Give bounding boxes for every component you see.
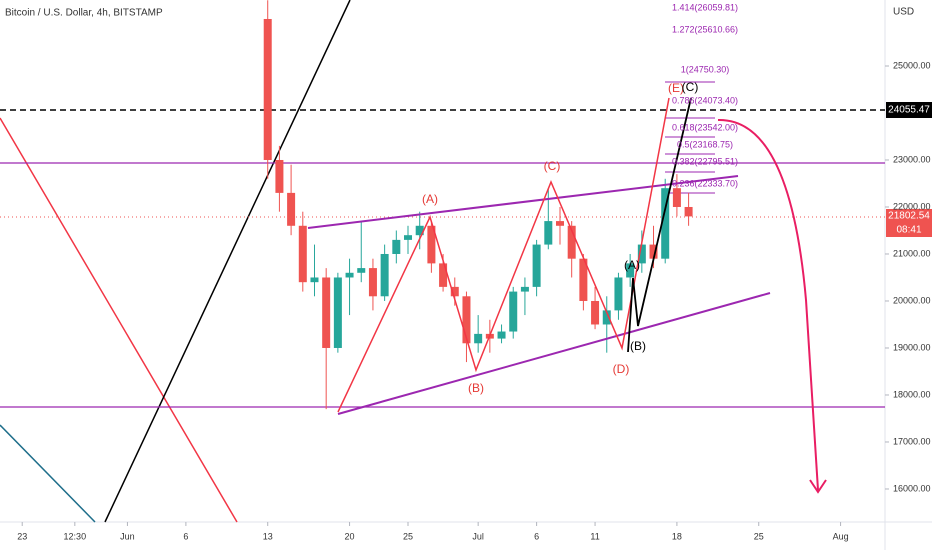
chart-title: Bitcoin / U.S. Dollar, 4h, BITSTAMP [5, 8, 163, 19]
x-tick-label: Aug [833, 531, 849, 541]
countdown: 08:41 [896, 225, 921, 236]
candle-body [520, 286, 529, 292]
candle-body [298, 225, 307, 283]
fib-label: 0.786(24073.40) [672, 95, 738, 105]
forecast-arrow [717, 118, 819, 491]
candle-body [497, 331, 506, 339]
fib-label: 0.236(22333.70) [672, 178, 738, 188]
fib-label: 1.414(26059.81) [672, 2, 738, 12]
candle-body [614, 277, 623, 311]
candle-body [380, 253, 389, 297]
black-line [104, 0, 351, 523]
candle-body [649, 244, 658, 259]
price-tag-box [886, 102, 932, 118]
candle-body [602, 310, 611, 325]
arrow-head [809, 479, 827, 494]
wave-label: (E) [668, 81, 684, 95]
candle-body [287, 192, 296, 226]
channel-lower [337, 292, 771, 415]
sub-wave-label: (B) [630, 339, 646, 353]
x-tick-label: 23 [17, 531, 27, 541]
candle-body [404, 235, 413, 240]
candle-body [310, 277, 319, 283]
x-tick-label: 25 [403, 531, 413, 541]
price-tag: 24055.47 [888, 105, 930, 116]
y-tick-label: 17000.00 [893, 436, 931, 446]
teal-line [0, 424, 96, 523]
x-tick-label: 6 [183, 531, 188, 541]
price-tag-box [886, 209, 932, 237]
y-tick-label: 21000.00 [893, 248, 931, 258]
candle-body [661, 188, 670, 259]
sub-wave-label: (A) [624, 258, 640, 272]
fib-label: 0.5(23168.75) [677, 139, 733, 149]
x-tick-label: 18 [672, 531, 682, 541]
x-tick-label: 6 [534, 531, 539, 541]
currency: USD [893, 7, 914, 18]
y-tick-label: 20000.00 [893, 295, 931, 305]
x-tick-label: 11 [590, 531, 599, 541]
candle-body [392, 239, 401, 254]
candle-body [263, 18, 272, 160]
y-tick-label: 25000.00 [893, 60, 931, 70]
candle-body [555, 221, 564, 226]
fib-label: 1.272(25610.66) [672, 24, 738, 34]
candle-body [415, 225, 424, 236]
candle-body [357, 268, 366, 273]
fib-label: 1(24750.30) [681, 64, 730, 74]
wave-drawings [307, 97, 827, 494]
sub-wave-label: (C) [682, 80, 699, 94]
candle-body [427, 225, 436, 264]
y-tick-label: 19000.00 [893, 342, 931, 352]
candle-body [345, 272, 354, 278]
wave-label: (D) [613, 362, 630, 376]
x-tick-label: 12:30 [64, 531, 87, 541]
fib-label: 0.382(22795.51) [672, 156, 738, 166]
candle-body [368, 268, 377, 297]
candle-body [637, 244, 646, 264]
wave-label: (A) [422, 192, 438, 206]
candles [263, 0, 693, 410]
candle-body [462, 296, 471, 344]
y-tick-label: 16000.00 [893, 483, 931, 493]
wave-path [337, 97, 670, 413]
candle-body [684, 206, 693, 217]
channel-upper [307, 175, 739, 229]
candle-body [672, 188, 681, 207]
x-tick-label: Jun [120, 531, 135, 541]
drawings [0, 0, 885, 523]
y-tick-label: 23000.00 [893, 154, 931, 164]
wave-label: (C) [544, 159, 561, 173]
candle-body [579, 258, 588, 301]
wave-label: (B) [468, 381, 484, 395]
candle-body [322, 277, 331, 348]
fib-levels [665, 81, 715, 194]
candle-body [450, 286, 459, 297]
x-tick-label: 13 [263, 531, 273, 541]
candle-body [333, 277, 342, 348]
x-tick-label: 25 [754, 531, 764, 541]
x-tick-label: Jul [472, 531, 484, 541]
candle-body [509, 291, 518, 332]
candle-body [544, 221, 553, 245]
x-tick-label: 20 [345, 531, 355, 541]
sub-wave-path [627, 97, 692, 353]
fib-label: 0.618(23542.00) [672, 122, 738, 132]
candle-body [567, 225, 576, 259]
red-line [0, 117, 238, 523]
candle-body [439, 263, 448, 287]
candle-body [275, 159, 284, 193]
candle-body [626, 263, 635, 278]
candle-body [532, 244, 541, 287]
price-tag: 21802.54 [888, 211, 930, 222]
y-tick-label: 18000.00 [893, 389, 931, 399]
candle-body [591, 300, 600, 325]
y-tick-label: 22000.00 [893, 201, 931, 211]
candle-body [474, 333, 483, 344]
